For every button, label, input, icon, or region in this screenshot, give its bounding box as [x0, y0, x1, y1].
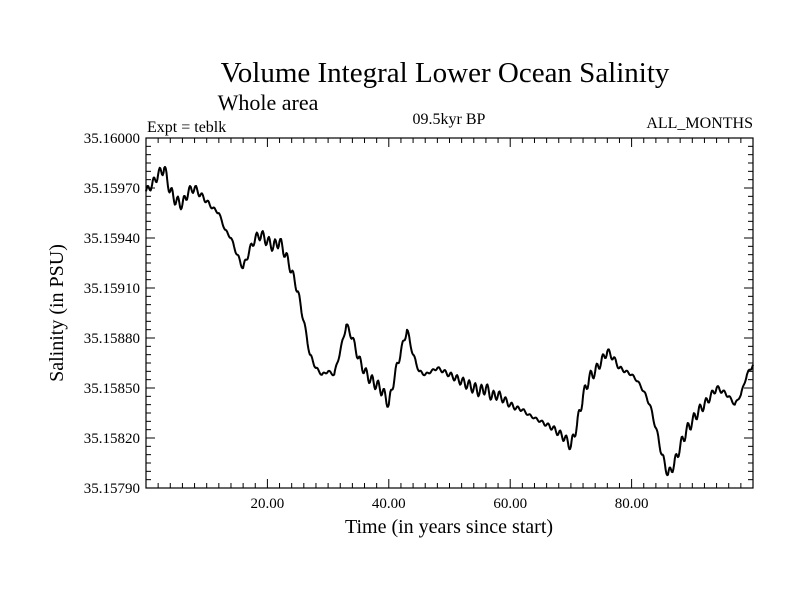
- y-tick-labels: 35.15790 35.15820 35.15850 35.15880 35.15910…: [84, 131, 140, 497]
- plot-frame: [145, 137, 754, 489]
- y-tick-label: 35.15970: [84, 181, 140, 197]
- axis-ticks: [145, 137, 754, 489]
- y-tick-label: 35.15880: [84, 331, 140, 347]
- y-axis-label: Salinity (in PSU): [46, 244, 68, 382]
- period-label: 09.5kyr BP: [413, 111, 486, 128]
- y-tick-label: 35.15850: [84, 381, 140, 397]
- x-tick-label: 60.00: [493, 496, 527, 512]
- x-tick-label: 80.00: [615, 496, 649, 512]
- experiment-label: Expt = teblk: [147, 119, 226, 136]
- chart-subtitle: Whole area: [218, 90, 319, 115]
- y-tick-label: 35.15820: [84, 431, 140, 447]
- months-label: ALL_MONTHS: [646, 115, 753, 132]
- chart-title: Volume Integral Lower Ocean Salinity: [221, 57, 670, 89]
- y-tick-label: 35.15790: [84, 481, 140, 497]
- x-tick-labels: 20.00 40.00 60.00 80.00: [251, 496, 649, 512]
- series-line: [145, 165, 754, 477]
- x-axis-label: Time (in years since start): [345, 516, 553, 538]
- y-tick-label: 35.16000: [84, 131, 140, 147]
- x-tick-label: 20.00: [251, 496, 285, 512]
- y-tick-label: 35.15910: [84, 281, 140, 297]
- x-tick-label: 40.00: [372, 496, 406, 512]
- y-tick-label: 35.15940: [84, 231, 140, 247]
